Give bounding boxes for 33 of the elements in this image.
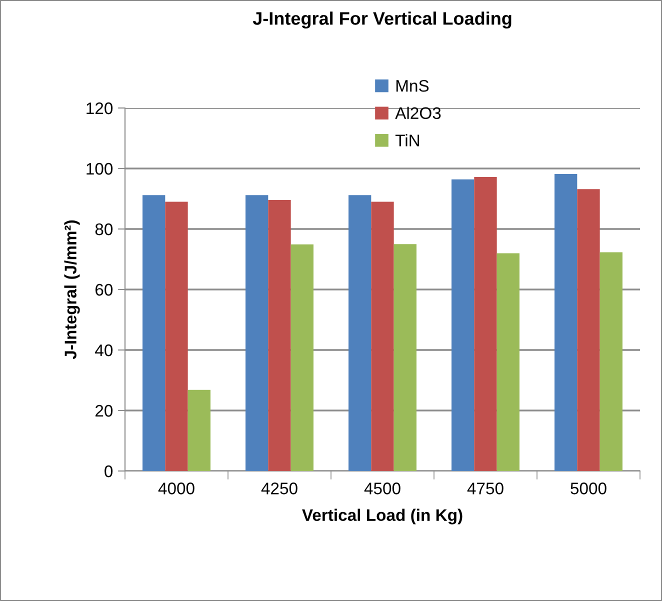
x-tick-label: 4750 xyxy=(467,482,504,494)
y-tick-label: 20 xyxy=(95,404,113,417)
y-tick-label: 120 xyxy=(86,102,113,114)
bar xyxy=(474,176,497,471)
y-tick-label: 0 xyxy=(104,465,113,478)
bar xyxy=(496,253,520,471)
x-tick-label: 4000 xyxy=(158,482,194,494)
bar xyxy=(371,202,394,471)
legend-label: TiN xyxy=(395,134,420,146)
bar xyxy=(268,200,291,471)
bar xyxy=(577,189,600,471)
y-tick-label: 40 xyxy=(95,344,113,356)
bar xyxy=(290,244,314,471)
bar xyxy=(188,390,210,471)
bar xyxy=(394,244,416,471)
x-tick-label: 5000 xyxy=(570,482,606,494)
bar xyxy=(142,195,166,471)
x-tick-label: 4500 xyxy=(364,482,400,494)
x-axis-title: Vertical Load (in Kg) xyxy=(302,508,462,524)
y-tick-label: 60 xyxy=(96,284,113,296)
x-tick-label: 4250 xyxy=(261,482,298,494)
chart-title: J-Integral For Vertical Loading xyxy=(252,12,512,28)
legend-label: MnS xyxy=(396,80,429,92)
y-tick-label: 80 xyxy=(95,223,113,236)
legend-label: Al2O3 xyxy=(395,106,441,120)
y-tick-label: 100 xyxy=(86,162,113,175)
bar xyxy=(452,179,474,471)
bar xyxy=(348,195,372,471)
bar xyxy=(246,195,268,471)
y-axis-title: J-Integral (J/mm²) xyxy=(64,220,80,360)
bar xyxy=(600,252,622,471)
bar xyxy=(165,202,188,471)
bar xyxy=(554,174,578,471)
